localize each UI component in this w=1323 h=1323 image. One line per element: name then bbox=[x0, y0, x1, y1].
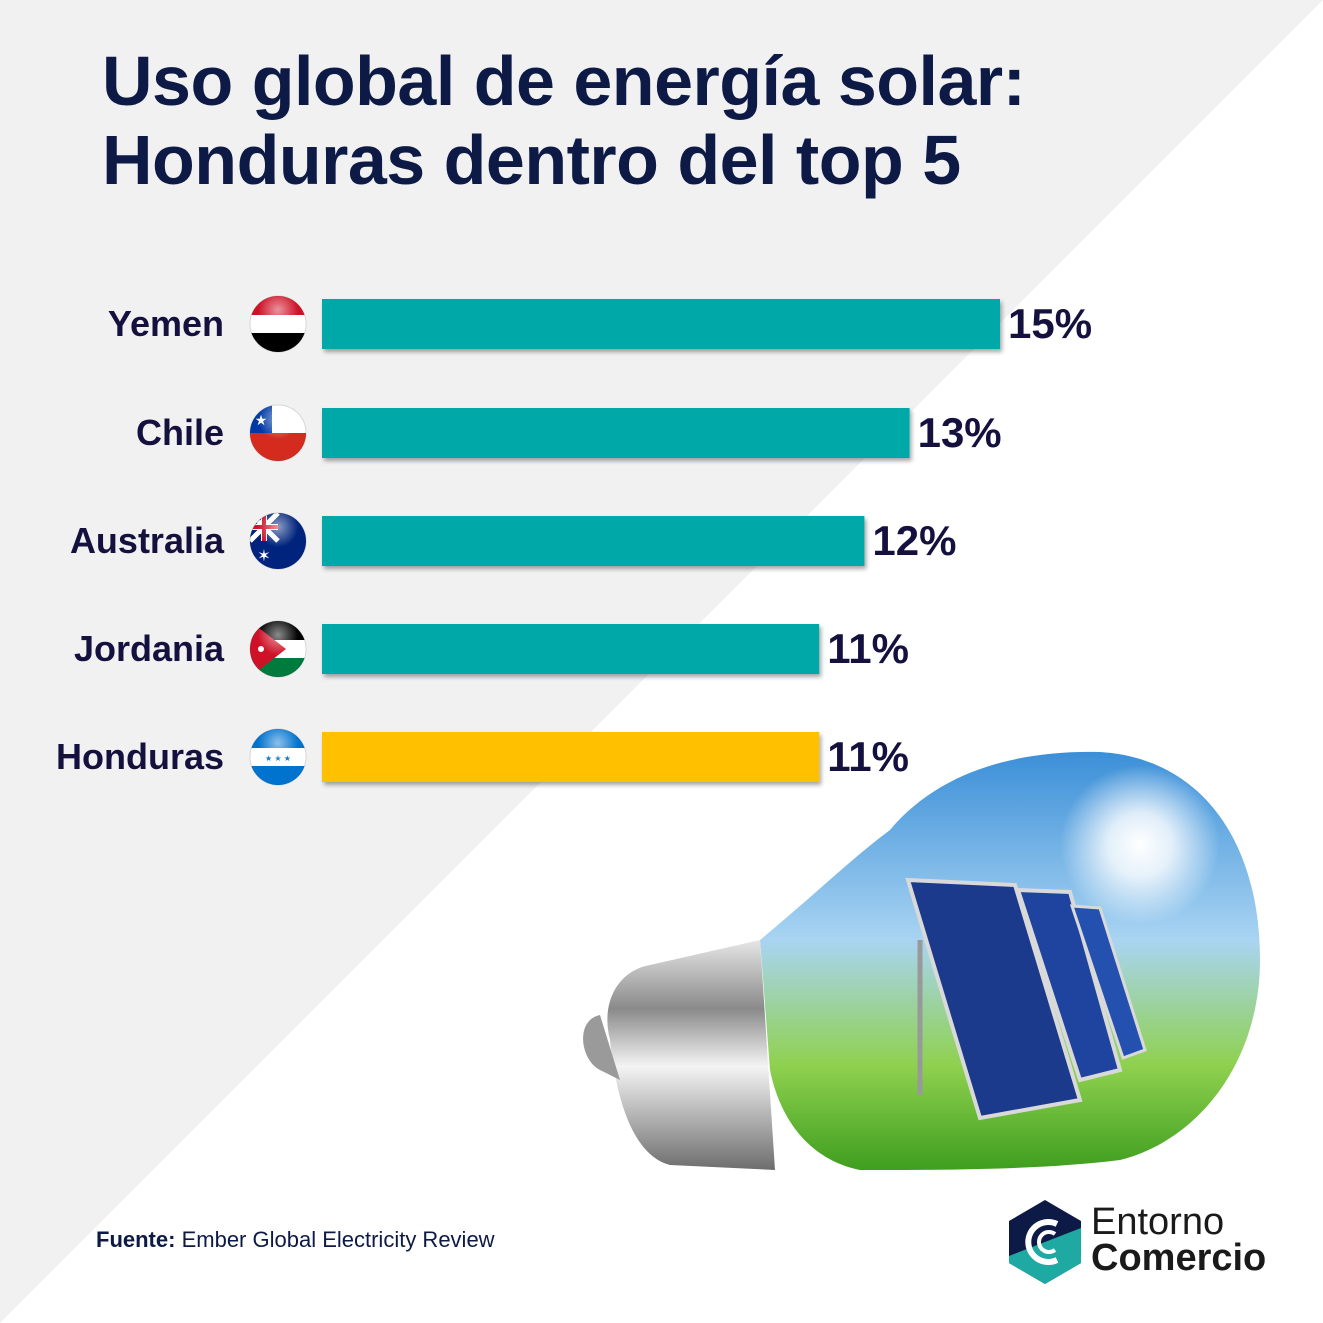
title-line-2: Honduras dentro del top 5 bbox=[102, 121, 961, 199]
title-line-1: Uso global de energía solar: bbox=[102, 42, 1026, 120]
solar-panels bbox=[905, 877, 1147, 1121]
category-label: Chile bbox=[136, 412, 224, 453]
flag-icon-honduras: ★ ★ ★ bbox=[249, 728, 307, 786]
flag-icon-chile: ★ bbox=[249, 404, 307, 462]
bar bbox=[322, 408, 910, 458]
bar-row-honduras: Honduras ★ ★ ★ 11% bbox=[56, 728, 909, 786]
value-label: 12% bbox=[872, 517, 956, 564]
flag-icon-jordania bbox=[249, 620, 307, 678]
category-label: Yemen bbox=[108, 303, 224, 344]
bar-row-australia: Australia ✶ 12% bbox=[70, 512, 956, 570]
entorno-comercio-logo: Entorno Comercio bbox=[1005, 1198, 1295, 1288]
category-label: Australia bbox=[70, 520, 225, 561]
bar-row-yemen: Yemen 15% bbox=[108, 295, 1092, 353]
bar-chart: Yemen 15% Chile ★ 13% Australia ✶ 12% Jordania 11… bbox=[56, 295, 1092, 786]
solar-lightbulb-illustration bbox=[583, 751, 1260, 1170]
category-label: Honduras bbox=[56, 736, 224, 777]
bar bbox=[322, 299, 1000, 349]
value-label: 15% bbox=[1008, 300, 1092, 347]
logo-line-2: Comercio bbox=[1091, 1237, 1267, 1279]
flag-icon-australia: ✶ bbox=[249, 512, 307, 570]
logo-hexagon-icon bbox=[1009, 1200, 1081, 1284]
source-text: Ember Global Electricity Review bbox=[181, 1227, 495, 1252]
value-label: 13% bbox=[918, 409, 1002, 456]
bar-row-jordania: Jordania 11% bbox=[74, 620, 909, 678]
logo-line-1: Entorno bbox=[1091, 1201, 1225, 1243]
bar bbox=[322, 732, 820, 782]
bar bbox=[322, 624, 820, 674]
value-label: 11% bbox=[827, 625, 909, 672]
flag-icon-yemen bbox=[249, 295, 307, 353]
bar-row-chile: Chile ★ 13% bbox=[136, 404, 1002, 462]
bulb-base bbox=[583, 940, 775, 1170]
value-label: 11% bbox=[827, 733, 909, 780]
source-label: Fuente: bbox=[96, 1227, 176, 1252]
page-title: Uso global de energía solar: Honduras de… bbox=[102, 42, 1026, 200]
category-label: Jordania bbox=[74, 628, 225, 669]
bar bbox=[322, 516, 865, 566]
source-note: Fuente: Ember Global Electricity Review bbox=[96, 1227, 495, 1253]
